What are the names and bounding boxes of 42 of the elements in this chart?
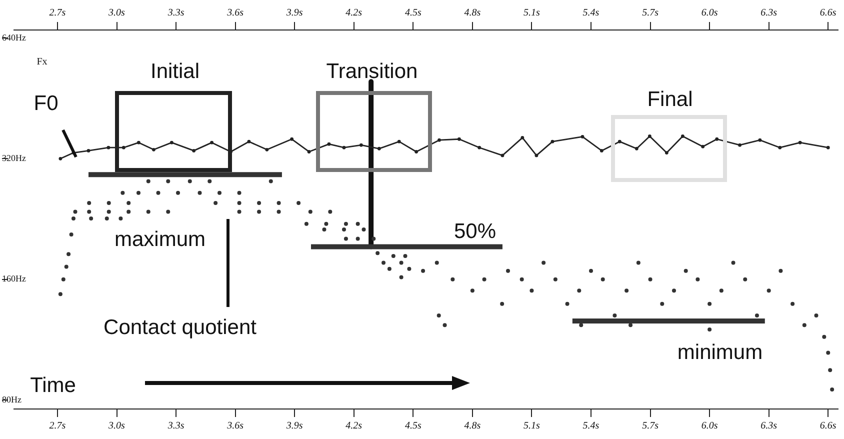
x-tick-label: 3.9s (285, 8, 303, 19)
annotation: Fx (36, 56, 48, 68)
x2-tick-label: 6.3s (760, 420, 778, 432)
x-tick-label: 4.5s (404, 8, 422, 19)
x2-tick-label: 5.4s (582, 420, 600, 432)
x2-tick-label: 6.0s (701, 420, 718, 432)
annotation: Contact quotient (104, 316, 257, 339)
annotation: maximum (114, 228, 206, 251)
annotation: F0 (34, 92, 58, 115)
x-tick-label: 2.7s (49, 8, 66, 19)
annotation: Initial (150, 60, 200, 83)
y-tick-label: 640Hz (2, 32, 26, 42)
x-tick-label: 6.6s (820, 8, 836, 19)
x-tick-label: 3.0s (108, 8, 126, 19)
x2-tick-label: 4.8s (464, 420, 481, 432)
x2-tick-label: 2.7s (49, 420, 66, 432)
x-tick-label: 6.3s (760, 8, 778, 19)
annotation: 50% (454, 220, 496, 243)
x2-tick-label: 3.0s (108, 420, 126, 432)
y-tick-label: 160Hz (2, 274, 26, 284)
x-tick-label: 3.6s (226, 8, 244, 19)
x-tick-label: 3.3s (166, 8, 184, 19)
annotation: minimum (677, 340, 763, 364)
x2-tick-label: 3.6s (226, 420, 244, 432)
x-tick-label: 4.2s (346, 8, 362, 19)
y-tick-label: 80Hz (2, 394, 22, 404)
annotation: Final (647, 88, 693, 111)
y-tick-label: 320Hz (2, 153, 26, 164)
x2-tick-label: 3.3s (166, 420, 184, 432)
x-tick-label: 6.0s (701, 8, 718, 19)
annotation: Transition (326, 60, 418, 83)
x2-tick-label: 5.1s (524, 420, 540, 432)
x2-tick-label: 4.5s (404, 420, 422, 432)
x-tick-label: 5.4s (582, 8, 600, 19)
x-tick-label: 5.1s (524, 8, 540, 19)
x-tick-label: 5.7s (642, 8, 659, 19)
x2-tick-label: 6.6s (820, 420, 836, 432)
x2-tick-label: 3.9s (285, 420, 303, 432)
annotation: Time (30, 374, 76, 397)
x2-tick-label: 4.2s (346, 420, 362, 432)
x-tick-label: 4.8s (464, 8, 481, 19)
x2-tick-label: 5.7s (642, 420, 659, 432)
